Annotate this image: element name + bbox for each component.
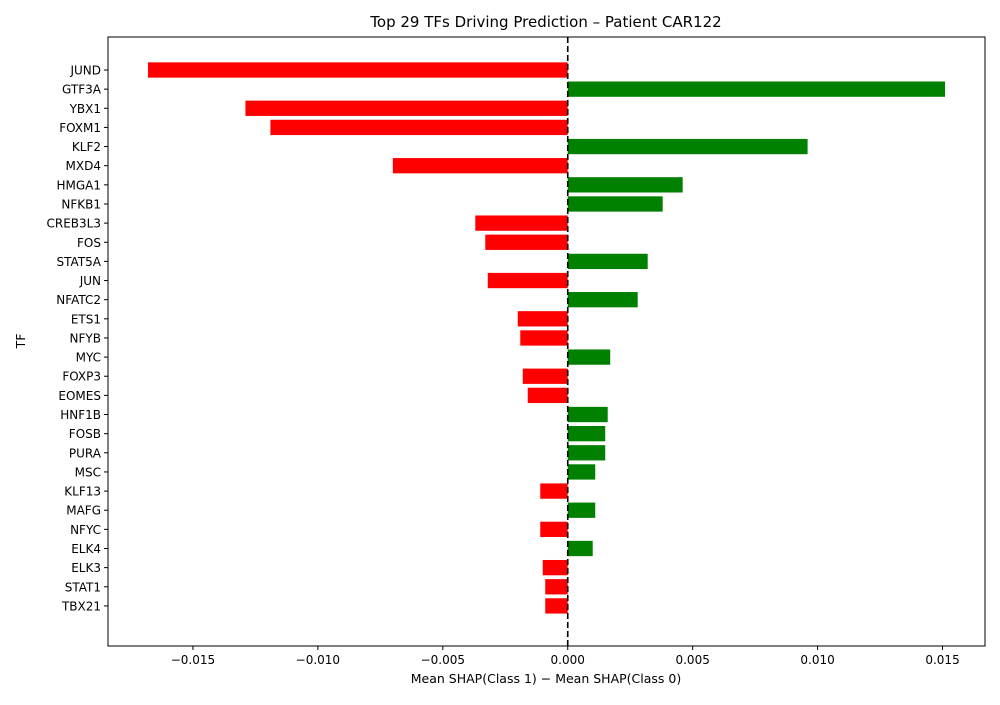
y-tick-label-jun: JUN [79,274,101,288]
bar-eomes [527,387,568,404]
y-tick-label-elk4: ELK4 [71,542,101,556]
x-tick-label: −0.005 [421,653,465,667]
y-tick-label-hmga1: HMGA1 [56,178,101,192]
y-tick-label-nfyc: NFYC [70,523,101,537]
plot-frame [107,36,986,647]
bar-stat1 [545,579,568,595]
bar-myc [567,349,611,365]
bar-hnf1b [567,406,608,423]
y-tick-label-nfkb1: NFKB1 [61,197,101,211]
bar-fos [485,234,568,250]
x-tick-label: −0.015 [171,653,215,667]
bar-ybx1 [245,100,568,116]
y-tick-label-nfyb: NFYB [70,331,101,345]
y-tick-label-fos: FOS [77,236,101,250]
bar-nfyc [540,521,568,538]
y-tick-label-tbx21: TBX21 [61,599,101,613]
chart-title: Top 29 TFs Driving Prediction – Patient … [369,13,721,31]
bar-mxd4 [392,158,568,174]
y-tick-label-klf13: KLF13 [64,485,101,499]
y-tick-label-klf2: KLF2 [72,140,101,154]
y-tick-label-mafg: MAFG [66,504,101,518]
y-tick-label-gtf3a: GTF3A [62,83,102,97]
y-tick-label-stat5a: STAT5A [57,255,102,269]
bar-jun [487,272,568,289]
bar-elk4 [567,540,593,557]
x-tick-label: 0.005 [675,653,709,667]
bar-foxm1 [270,119,568,136]
bar-nfkb1 [567,196,663,212]
x-tick-label: 0.000 [551,653,585,667]
x-axis-ticks: −0.015 −0.010 −0.005 0.000 0.005 0.010 0.015 [171,646,960,667]
bar-hmga1 [567,177,683,193]
bar-jund [147,62,568,78]
bars-group [147,62,946,614]
y-tick-label-ets1: ETS1 [71,312,101,326]
bar-fosb [567,426,606,442]
y-tick-label-nfatc2: NFATC2 [56,293,101,307]
bar-nfatc2 [567,292,638,308]
y-tick-label-eomes: EOMES [58,389,101,403]
y-tick-label-elk3: ELK3 [71,561,101,575]
y-tick-label-myc: MYC [76,351,101,365]
y-tick-label-pura: PURA [69,446,102,460]
bar-klf13 [540,483,568,499]
bar-creb3l3 [475,215,568,231]
x-tick-label: −0.010 [296,653,340,667]
bar-stat5a [567,253,648,270]
bar-msc [567,464,596,480]
y-tick-label-ybx1: YBX1 [69,102,101,116]
x-axis-label: Mean SHAP(Class 1) − Mean SHAP(Class 0) [411,671,681,686]
bar-klf2 [567,138,808,155]
y-tick-label-foxm1: FOXM1 [59,121,101,135]
bar-ets1 [517,311,568,327]
bar-foxp3 [522,368,568,384]
y-tick-label-mxd4: MXD4 [66,159,101,173]
bar-nfyb [520,330,568,346]
y-tick-label-foxp3: FOXP3 [62,370,101,384]
y-tick-label-msc: MSC [75,465,101,479]
y-axis-ticks: JUND GTF3A YBX1 FOXM1 KLF2 MXD4 HMGA1 NFKB1 CREB… [47,64,108,613]
y-tick-label-creb3l3: CREB3L3 [47,217,102,231]
bar-elk3 [542,559,568,576]
y-tick-label-jund: JUND [69,64,101,78]
bar-pura [567,445,606,461]
y-tick-label-hnf1b: HNF1B [60,408,101,422]
bar-gtf3a [567,81,946,97]
bar-tbx21 [545,598,568,614]
x-tick-label: 0.010 [800,653,834,667]
y-axis-label: TF [13,334,28,350]
y-tick-label-fosb: FOSB [69,427,101,441]
x-tick-label: 0.015 [925,653,959,667]
bar-mafg [567,502,596,518]
y-tick-label-stat1: STAT1 [65,580,101,594]
